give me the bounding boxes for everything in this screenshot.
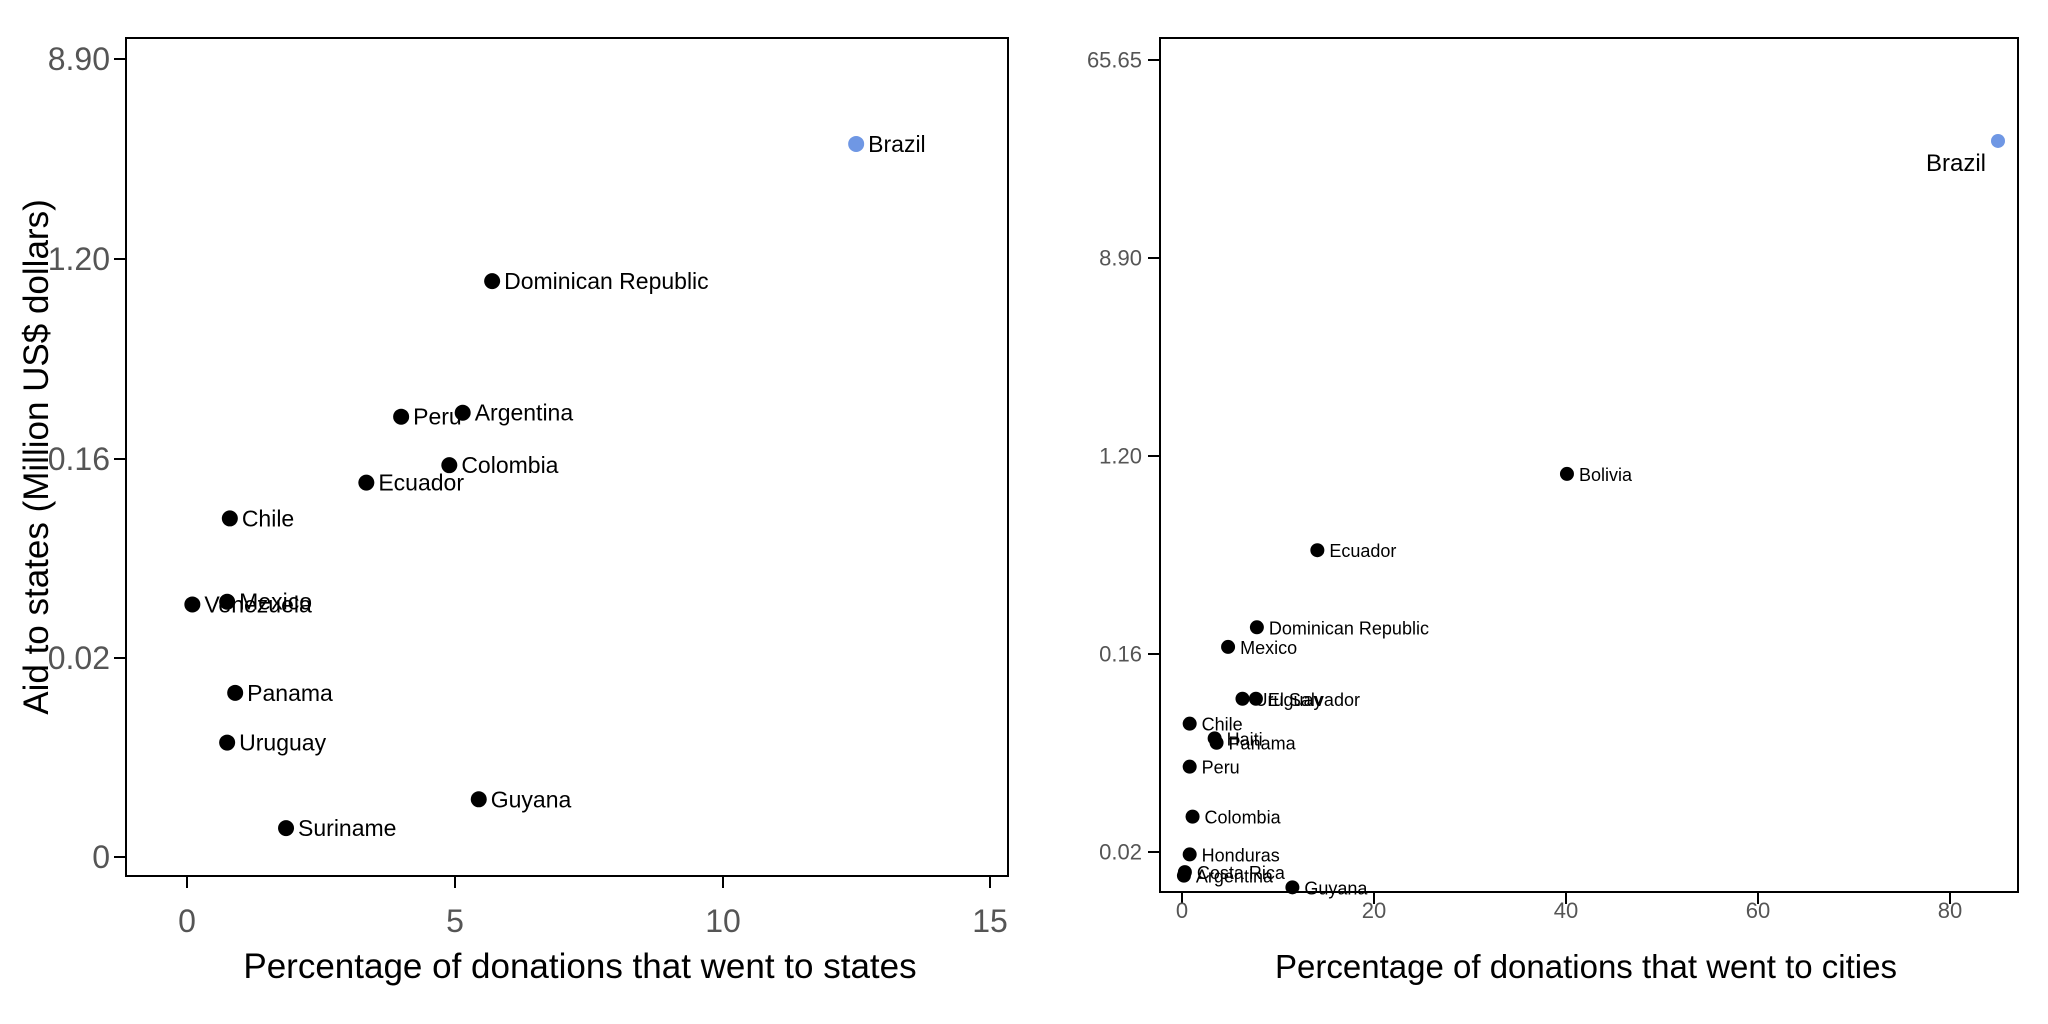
data-point[interactable] [227,684,244,701]
data-point-label: Uruguay [239,730,326,756]
y-tick-label: 0.16 [48,441,110,477]
x-tick-label: 15 [972,903,1008,939]
data-point-label: Argentina [1196,867,1274,887]
plot-frame [125,37,1009,877]
y-tick-label: 1.20 [1099,444,1142,469]
x-axis-title: Percentage of donations that went to sta… [243,947,916,986]
data-point[interactable] [1310,543,1325,558]
data-point[interactable] [484,273,501,290]
data-point[interactable] [1249,620,1264,635]
data-point-label: Honduras [1202,845,1280,865]
data-point-label: El Salvador [1268,690,1360,710]
data-point-label: Costa Rica [1197,863,1286,883]
data-point-label: Colombia [1205,808,1282,828]
data-point[interactable] [470,791,487,808]
data-point[interactable] [1285,880,1300,895]
data-point[interactable] [358,474,375,491]
data-point-label: Guyana [1304,878,1368,898]
y-tick-label: 0 [92,839,110,875]
data-point-label: Venezuela [204,591,312,617]
data-point-label: Haiti [1227,729,1263,749]
data-point-label: Dominican Republic [1269,618,1429,638]
data-point-label: Brazil [1926,150,1986,177]
x-tick-label: 0 [1176,898,1188,923]
data-point[interactable] [1182,759,1197,774]
data-point-label: Uruguay [1254,690,1322,710]
data-point-label: Guyana [491,786,572,812]
data-point-label: Dominican Republic [504,268,709,294]
data-point-label: Peru [413,404,462,430]
data-point[interactable] [1991,133,2005,148]
x-tick-label: 0 [178,903,196,939]
data-point[interactable] [1209,735,1224,750]
data-point[interactable] [1235,691,1250,706]
x-tick-label: 5 [446,903,464,939]
data-point-label: Ecuador [378,470,464,496]
data-point-label: Chile [1202,715,1243,735]
x-tick-label: 80 [1938,898,1962,923]
data-point-label: Colombia [461,452,558,478]
data-point[interactable] [441,457,458,474]
data-point[interactable] [1248,691,1263,706]
y-tick-label: 0.02 [48,640,110,676]
data-point[interactable] [1182,847,1197,862]
data-point[interactable] [1559,466,1574,481]
data-point[interactable] [1221,639,1236,654]
y-tick-label: 65.65 [1087,48,1142,73]
data-point[interactable] [184,596,201,613]
data-point[interactable] [454,404,471,421]
plot-frame [1159,37,2019,893]
data-point-label: Panama [247,680,333,706]
data-point[interactable] [219,593,236,610]
data-point[interactable] [221,510,238,527]
data-point-label: Peru [1202,758,1240,778]
x-axis-title: Percentage of donations that went to cit… [1275,948,1897,985]
data-point-label: Bolivia [1579,465,1633,485]
data-point-label: Ecuador [1329,541,1396,561]
y-axis-title: Aid to states (Million US$ dollars) [17,199,56,714]
y-tick-label: 8.90 [48,41,110,77]
x-tick-label: 20 [1362,898,1386,923]
x-tick-label: 40 [1554,898,1578,923]
data-point[interactable] [1185,809,1200,824]
y-tick-label: 0.16 [1099,642,1142,667]
data-point-label: Suriname [298,815,396,841]
data-point-label: Brazil [868,131,926,157]
data-point[interactable] [278,820,295,837]
right-panel: 0 20 40 60 80 0.02 0.16 1.20 8.90 65.65 Percentage… [1087,37,2019,985]
data-point-label: Mexico [239,589,312,615]
y-tick-label: 0.02 [1099,840,1142,865]
left-panel: 0 5 10 15 0 0.02 0.16 1.20 8.90 Percentage of don… [17,37,1009,986]
data-point-label: Chile [242,505,294,531]
data-point[interactable] [1182,716,1197,731]
data-point[interactable] [219,734,236,751]
data-point-label: Mexico [1240,638,1297,658]
data-point[interactable] [1176,868,1191,883]
x-tick-label: 60 [1746,898,1770,923]
data-point[interactable] [848,135,865,152]
data-point-label: Panama [1229,734,1297,754]
data-point[interactable] [393,408,410,425]
data-point-label: Argentina [475,400,574,426]
y-tick-label: 8.90 [1099,246,1142,271]
x-tick-label: 10 [705,903,741,939]
y-tick-label: 1.20 [48,241,110,277]
